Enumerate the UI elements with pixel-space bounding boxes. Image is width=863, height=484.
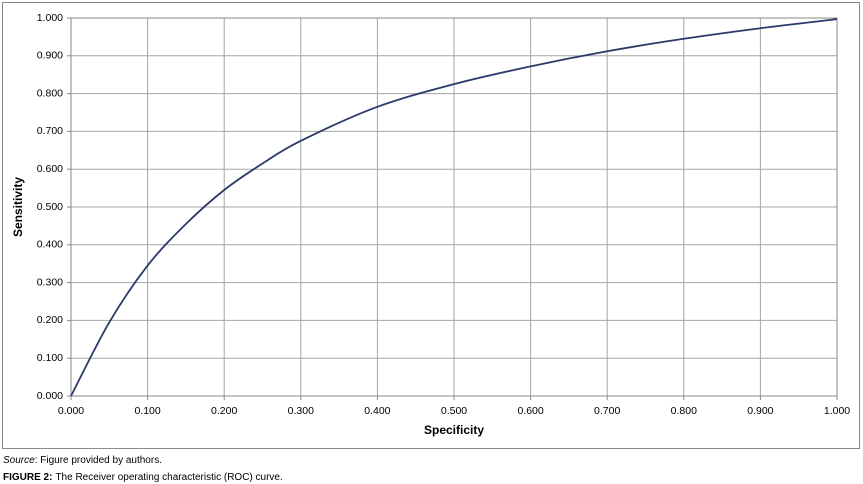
- x-axis-title: Specificity: [424, 423, 484, 437]
- y-axis-title: Sensitivity: [11, 177, 25, 237]
- y-tick-label: 0.500: [37, 201, 63, 213]
- x-tick-label: 0.800: [671, 405, 697, 417]
- source-text: : Figure provided by authors.: [34, 455, 162, 466]
- y-tick-label: 0.700: [37, 125, 63, 137]
- y-tick-label: 1.000: [37, 12, 63, 24]
- x-tick-label: 0.100: [134, 405, 160, 417]
- x-tick-label: 0.200: [211, 405, 237, 417]
- x-tick-label: 0.300: [288, 405, 314, 417]
- chart-border: [2, 2, 860, 449]
- y-tick-label: 0.900: [37, 50, 63, 62]
- x-tick-label: 0.000: [58, 405, 84, 417]
- x-tick-label: 0.400: [364, 405, 390, 417]
- y-tick-label: 0.400: [37, 239, 63, 251]
- plot-frame: [70, 17, 838, 397]
- y-tick-label: 0.600: [37, 163, 63, 175]
- y-tick-label: 0.800: [37, 87, 63, 99]
- y-tick-label: 0.000: [37, 390, 63, 402]
- chart: Specificity Sensitivity 0.000 0.100 0.200 0…: [2, 2, 860, 449]
- figure-text: The Receiver operating characteristic (R…: [55, 472, 283, 483]
- x-tick-label: 0.600: [517, 405, 543, 417]
- y-tick-label: 0.100: [37, 352, 63, 364]
- y-tick-label: 0.300: [37, 276, 63, 288]
- x-tick-label: 0.700: [594, 405, 620, 417]
- figure-caption: FIGURE 2: The Receiver operating characte…: [3, 472, 283, 483]
- source-caption: Source: Figure provided by authors.: [3, 455, 162, 466]
- source-label: Source: [3, 455, 35, 466]
- roc-curve: [70, 18, 838, 397]
- y-tick-label: 0.200: [37, 314, 63, 326]
- figure-label: FIGURE 2:: [3, 472, 53, 483]
- x-tick-label: 0.500: [441, 405, 467, 417]
- x-tick-label: 0.900: [747, 405, 773, 417]
- x-tick-label: 1.000: [824, 405, 850, 417]
